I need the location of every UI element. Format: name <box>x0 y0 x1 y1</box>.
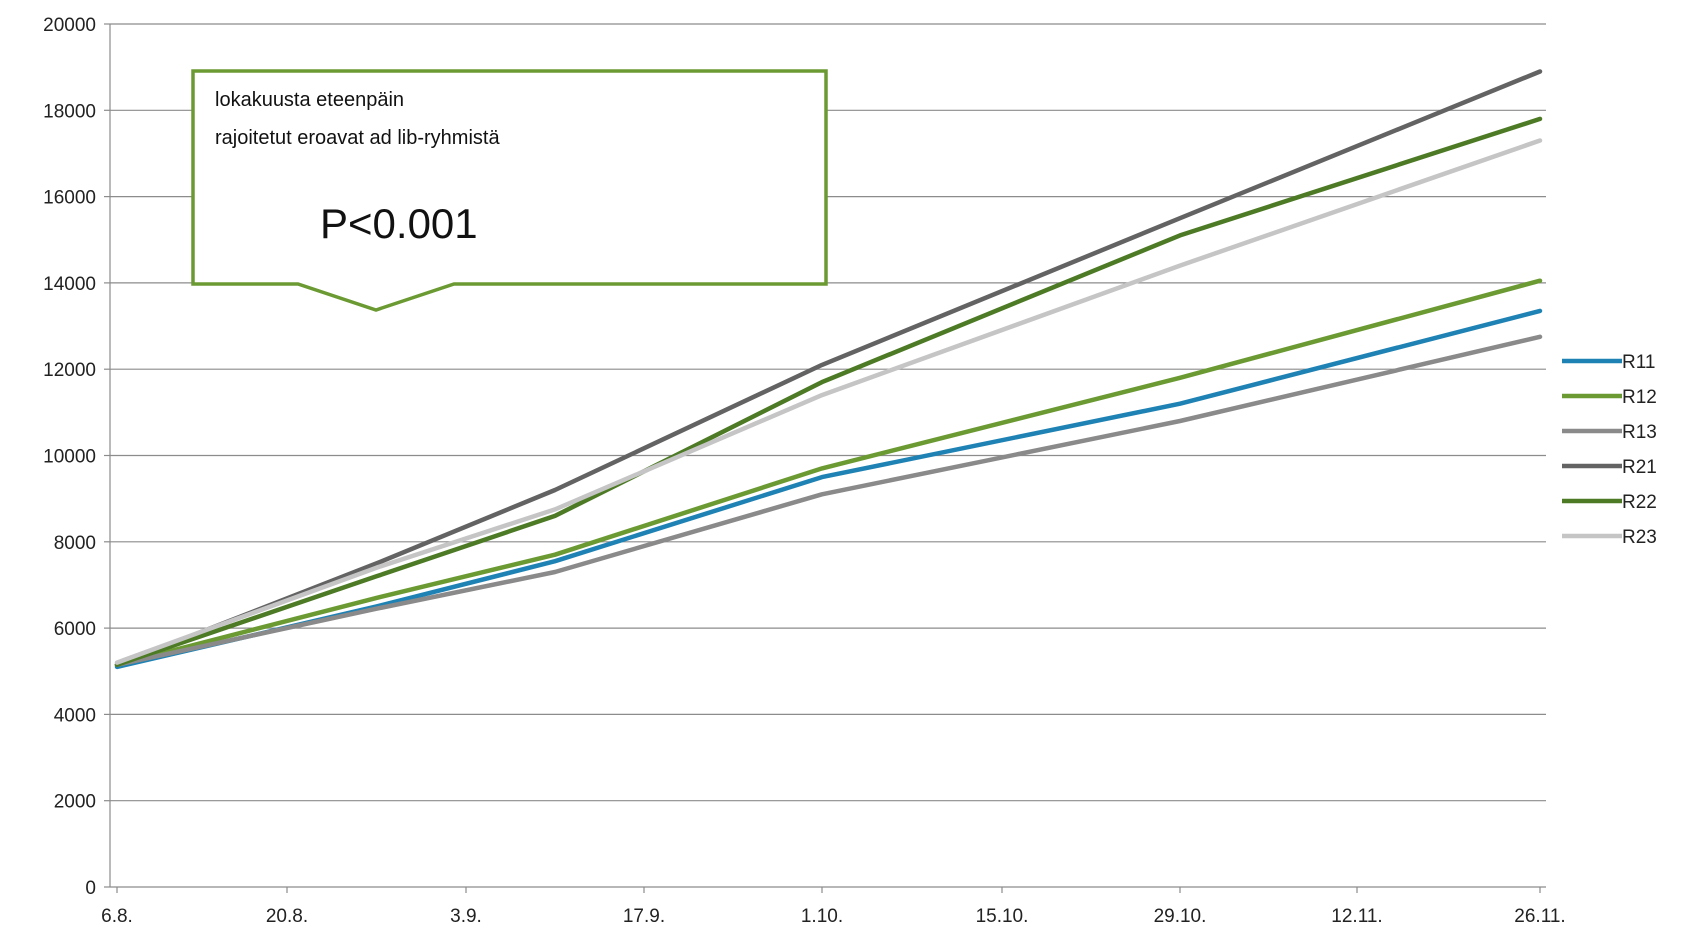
legend-label: R21 <box>1622 457 1657 478</box>
axes: 0 2000 4000 6000 8000 10000 12000 14000 16000 180… <box>43 15 1566 927</box>
series-line-r12 <box>114 278 1543 668</box>
y-tick-label: 2000 <box>54 792 96 813</box>
legend: R11 R12 R13 R21 R22 R23 <box>1562 352 1657 548</box>
x-tick-label: 12.11. <box>1331 906 1382 927</box>
x-tick-label: 20.8. <box>266 906 308 927</box>
y-tick-label: 8000 <box>54 533 96 554</box>
legend-label: R23 <box>1622 527 1657 548</box>
x-tick-label: 15.10. <box>976 906 1029 927</box>
series-line-r21 <box>114 69 1543 668</box>
y-tick-label: 16000 <box>43 188 96 209</box>
y-tick-label: 12000 <box>43 360 96 381</box>
y-tick-label: 6000 <box>54 619 96 640</box>
callout-line-2: rajoitetut eroavat ad lib-ryhmistä <box>215 127 500 149</box>
y-tick-label: 4000 <box>54 705 96 726</box>
gridlines <box>110 23 1546 888</box>
x-tick-label: 29.10. <box>1154 906 1207 927</box>
callout-p-value: P<0.001 <box>320 200 478 247</box>
x-tick-label: 1.10. <box>801 906 843 927</box>
series-line-r23 <box>114 138 1543 665</box>
legend-label: R12 <box>1622 387 1657 408</box>
legend-label: R13 <box>1622 422 1657 443</box>
x-tick-label: 17.9. <box>623 906 665 927</box>
series-lines <box>114 69 1543 670</box>
legend-label: R22 <box>1622 492 1657 513</box>
x-tick-label: 6.8. <box>101 906 133 927</box>
y-tick-label: 20000 <box>43 15 96 36</box>
y-tick-label: 18000 <box>43 101 96 122</box>
y-tick-label: 10000 <box>43 447 96 468</box>
x-tick-label: 3.9. <box>450 906 482 927</box>
y-tick-label: 14000 <box>43 274 96 295</box>
legend-label: R11 <box>1622 352 1655 373</box>
callout-line-1: lokakuusta eteenpäin <box>215 89 404 111</box>
series-line-r13 <box>114 334 1543 668</box>
series-line-r22 <box>114 116 1543 668</box>
x-tick-label: 26.11. <box>1514 906 1565 927</box>
annotation-callout: lokakuusta eteenpäin rajoitetut eroavat … <box>191 69 828 312</box>
callout-box <box>191 69 828 312</box>
y-tick-label: 0 <box>85 878 96 899</box>
